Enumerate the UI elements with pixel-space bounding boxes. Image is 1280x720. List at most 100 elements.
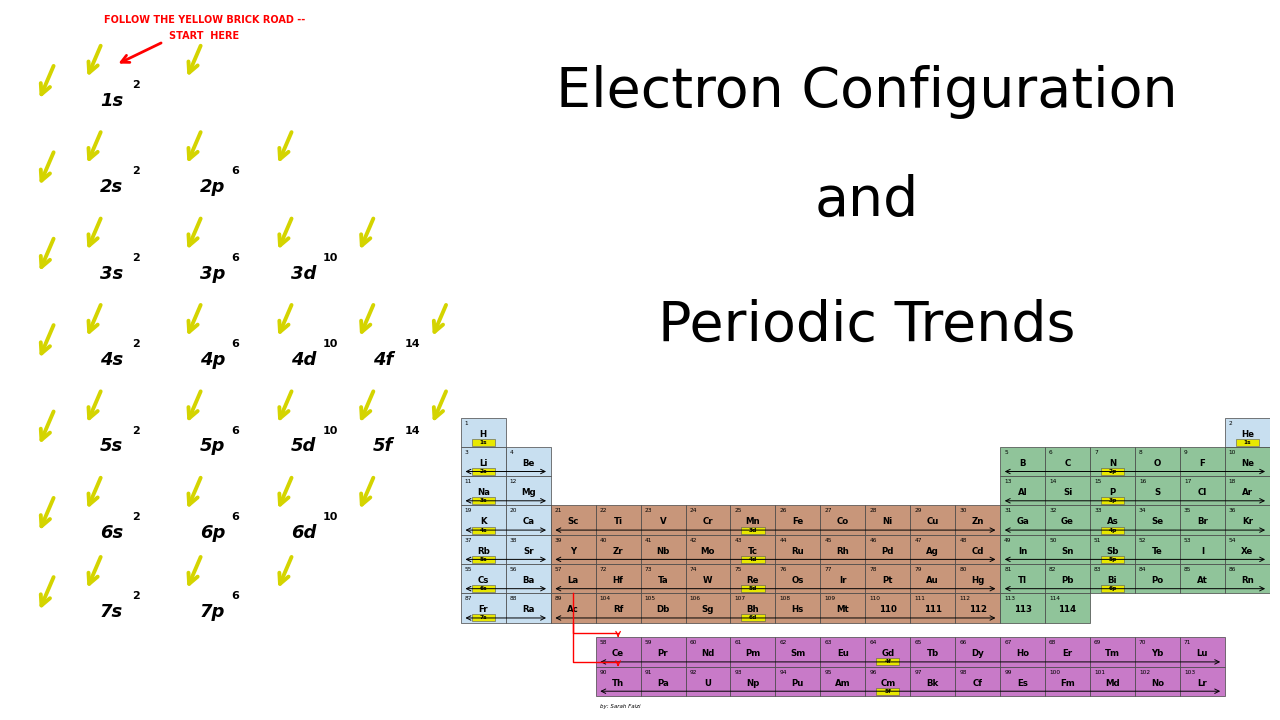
Text: Ac: Ac <box>567 606 579 614</box>
Text: 65: 65 <box>914 640 922 645</box>
Text: Os: Os <box>791 576 804 585</box>
Text: 6s: 6s <box>100 524 123 541</box>
Text: 10: 10 <box>323 426 338 436</box>
Text: I: I <box>1201 546 1204 556</box>
Text: 109: 109 <box>824 596 836 601</box>
Text: 93: 93 <box>735 670 742 675</box>
Text: 4p: 4p <box>1108 528 1116 533</box>
Bar <box>1180 637 1225 667</box>
Bar <box>1101 585 1124 592</box>
Text: Zn: Zn <box>972 518 984 526</box>
Text: 2: 2 <box>1229 420 1233 426</box>
Bar <box>865 637 910 667</box>
Bar <box>865 667 910 696</box>
Bar <box>1091 667 1135 696</box>
Bar <box>820 593 865 623</box>
Bar <box>1180 564 1225 593</box>
Text: 54: 54 <box>1229 538 1236 543</box>
Text: Po: Po <box>1151 576 1164 585</box>
Text: Rb: Rb <box>477 546 490 556</box>
Text: 69: 69 <box>1094 640 1101 645</box>
Text: Ge: Ge <box>1061 518 1074 526</box>
Bar <box>955 637 1000 667</box>
Text: 114: 114 <box>1059 606 1076 614</box>
Text: 3d: 3d <box>291 264 316 282</box>
Bar <box>910 535 955 564</box>
Text: and: and <box>815 174 919 228</box>
Text: 88: 88 <box>509 596 517 601</box>
Text: 8: 8 <box>1139 450 1143 455</box>
Text: 6: 6 <box>232 591 239 601</box>
Text: S: S <box>1155 488 1161 497</box>
Text: 49: 49 <box>1004 538 1011 543</box>
Bar <box>865 564 910 593</box>
Text: 5p: 5p <box>1108 557 1116 562</box>
Text: 17: 17 <box>1184 479 1192 484</box>
Bar <box>910 637 955 667</box>
Bar <box>595 564 640 593</box>
Bar <box>1135 564 1180 593</box>
Text: 6: 6 <box>1050 450 1052 455</box>
Text: Hs: Hs <box>792 606 804 614</box>
Bar <box>910 593 955 623</box>
Text: 6d: 6d <box>749 616 756 621</box>
Text: V: V <box>659 518 667 526</box>
Text: Pb: Pb <box>1061 576 1074 585</box>
Bar <box>820 637 865 667</box>
Bar <box>595 637 640 667</box>
Bar <box>686 637 731 667</box>
Text: 103: 103 <box>1184 670 1196 675</box>
Text: 5s: 5s <box>480 557 488 562</box>
Bar <box>1044 637 1091 667</box>
Text: 5: 5 <box>1004 450 1007 455</box>
Bar <box>741 526 764 534</box>
Text: 110: 110 <box>869 596 881 601</box>
Bar <box>686 667 731 696</box>
Text: Sm: Sm <box>790 649 805 658</box>
Text: 40: 40 <box>599 538 607 543</box>
Text: 94: 94 <box>780 670 787 675</box>
Text: 111: 111 <box>924 606 942 614</box>
Text: Mt: Mt <box>836 606 849 614</box>
Text: 14: 14 <box>404 339 420 349</box>
Bar <box>1135 447 1180 476</box>
Text: 59: 59 <box>645 640 652 645</box>
Text: by: Sarah Faizi: by: Sarah Faizi <box>600 704 640 709</box>
Text: 7s: 7s <box>100 603 123 621</box>
Text: 55: 55 <box>465 567 472 572</box>
Bar <box>1000 535 1044 564</box>
Bar <box>955 593 1000 623</box>
Text: 41: 41 <box>645 538 652 543</box>
Bar <box>506 535 550 564</box>
Text: 9: 9 <box>1184 450 1188 455</box>
Text: Bh: Bh <box>746 606 759 614</box>
Text: 3p: 3p <box>1108 498 1116 503</box>
Text: 37: 37 <box>465 538 472 543</box>
Text: 85: 85 <box>1184 567 1192 572</box>
Text: Lr: Lr <box>1198 678 1207 688</box>
Text: 14: 14 <box>404 426 420 436</box>
Text: Ca: Ca <box>522 518 534 526</box>
Bar <box>731 593 776 623</box>
Text: 75: 75 <box>735 567 742 572</box>
Text: 44: 44 <box>780 538 787 543</box>
Bar <box>595 505 640 535</box>
Bar <box>1180 476 1225 505</box>
Bar <box>1225 535 1270 564</box>
Text: 10: 10 <box>323 512 338 522</box>
Bar <box>1044 593 1091 623</box>
Text: 20: 20 <box>509 508 517 513</box>
Text: 2: 2 <box>132 426 140 436</box>
Text: Ar: Ar <box>1242 488 1253 497</box>
Bar <box>471 438 495 446</box>
Text: Cu: Cu <box>927 518 940 526</box>
Text: 27: 27 <box>824 508 832 513</box>
Text: Xe: Xe <box>1242 546 1253 556</box>
Text: Ra: Ra <box>522 606 535 614</box>
Text: Ho: Ho <box>1016 649 1029 658</box>
Text: 46: 46 <box>869 538 877 543</box>
Text: 56: 56 <box>509 567 517 572</box>
Text: 22: 22 <box>599 508 607 513</box>
Bar <box>506 564 550 593</box>
Text: 4d: 4d <box>749 557 756 562</box>
